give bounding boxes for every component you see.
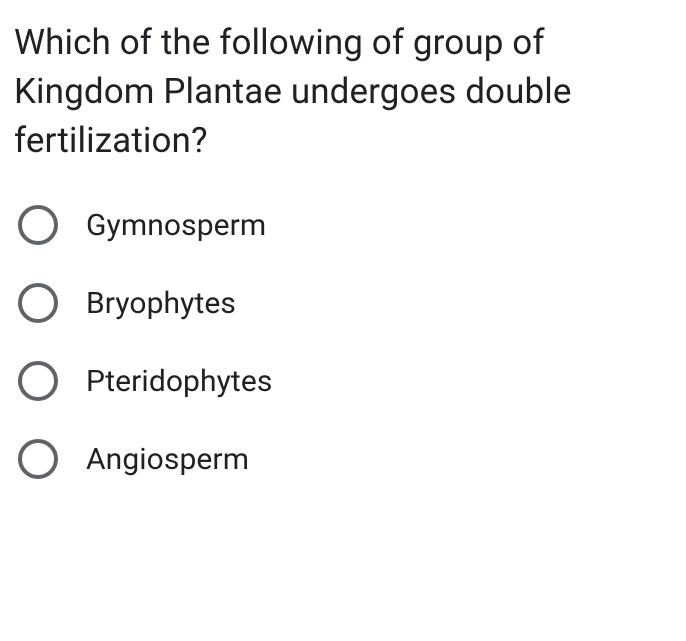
- option-pteridophytes[interactable]: Pteridophytes: [18, 361, 672, 401]
- options-group: Gymnosperm Bryophytes Pteridophytes Angi…: [14, 205, 672, 479]
- option-angiosperm[interactable]: Angiosperm: [18, 439, 672, 479]
- radio-unchecked-icon: [18, 283, 58, 323]
- option-bryophytes[interactable]: Bryophytes: [18, 283, 672, 323]
- option-gymnosperm[interactable]: Gymnosperm: [18, 205, 672, 245]
- option-label: Bryophytes: [86, 286, 236, 321]
- radio-unchecked-icon: [18, 439, 58, 479]
- option-label: Angiosperm: [86, 442, 249, 477]
- question-text: Which of the following of group of Kingd…: [14, 18, 672, 165]
- option-label: Pteridophytes: [86, 364, 272, 399]
- radio-unchecked-icon: [18, 205, 58, 245]
- option-label: Gymnosperm: [86, 208, 266, 243]
- radio-unchecked-icon: [18, 361, 58, 401]
